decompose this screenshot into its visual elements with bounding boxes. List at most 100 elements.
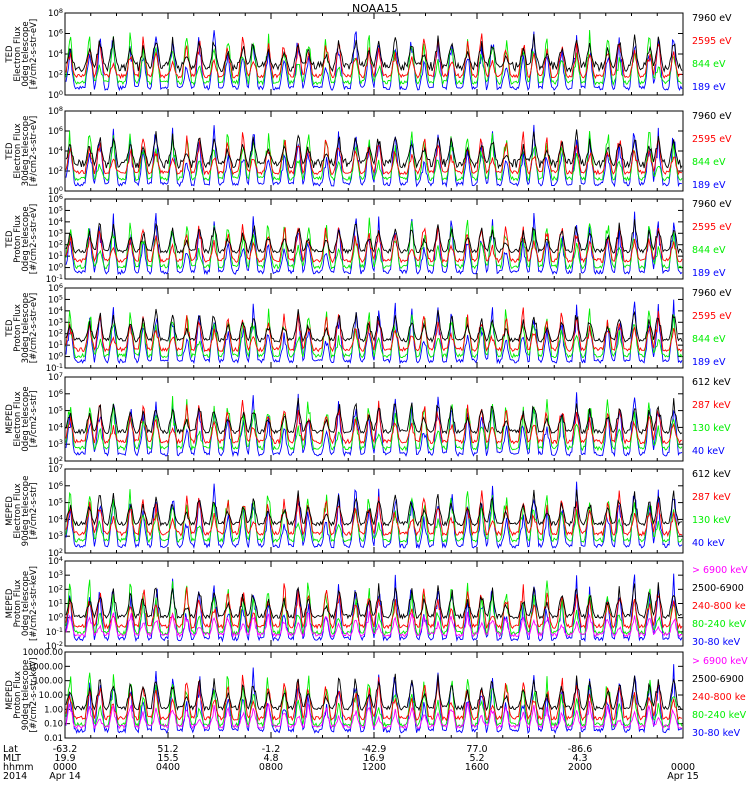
x-hhmm-label: 2000 — [568, 762, 592, 773]
series-line-2500-6900 — [65, 673, 683, 712]
series-line-80-240-kev — [65, 672, 683, 729]
y-tick-label: 102 — [48, 583, 63, 595]
y-tick-label: 10-2 — [46, 640, 63, 652]
y-tick-label: 104 — [48, 513, 63, 525]
y-axis-label: TED — [5, 142, 15, 161]
legend-entry: 189 eV — [692, 82, 726, 93]
y-tick-label: 1000.00 — [28, 662, 63, 672]
y-tick-label: 102 — [48, 328, 63, 340]
series-line--6900-kev — [65, 701, 683, 730]
y-axis-label: 90deg telescope — [21, 476, 31, 547]
legend-entry: > 6900 keV — [692, 565, 748, 576]
y-tick-label: 10000.00 — [22, 648, 63, 658]
series-line-7960-ev — [65, 219, 683, 255]
y-tick-label: 104 — [48, 145, 63, 157]
series-line-7960-ev — [65, 129, 683, 170]
y-axis-label: Proton Flux — [13, 215, 23, 263]
y-tick-label: 102 — [48, 165, 63, 177]
x-hhmm-label: 0000 — [53, 762, 77, 773]
legend-entry: 287 keV — [692, 400, 731, 411]
y-axis-label: MEPED — [5, 404, 15, 434]
y-tick-label: 10-1 — [46, 273, 63, 285]
legend-entry: 40 keV — [692, 446, 725, 457]
legend-entry: 30-80 keV — [692, 637, 741, 648]
y-axis-label: [#/cm2-s-str] — [29, 483, 39, 540]
y-tick-label: 104 — [48, 216, 63, 228]
y-tick-label: 10.00 — [39, 691, 63, 701]
x-date-label: Apr 15 — [667, 771, 699, 782]
y-axis-label: TED — [5, 319, 15, 338]
series-line-240-800-ke — [65, 674, 683, 722]
y-axis-label: TED — [5, 230, 15, 249]
legend-entry: 2500-6900 — [692, 674, 744, 685]
y-axis-label: [#/cm2-s-str] — [29, 391, 39, 448]
y-axis-label: MEPED — [5, 680, 15, 710]
y-axis-label: [#/cm2-s-str-eV] — [29, 116, 39, 186]
legend-entry: 612 keV — [692, 377, 731, 388]
x-mlt-label: 5.2 — [469, 753, 484, 764]
series-line-612-kev — [65, 489, 683, 527]
x-lat-label: 77.0 — [466, 744, 487, 755]
x-mlt-label: 4.8 — [263, 753, 278, 764]
legend-entry: 844 eV — [692, 245, 726, 256]
legend-entry: 844 eV — [692, 59, 726, 70]
legend-entry: 2595 eV — [692, 36, 732, 47]
y-axis-label: 90deg telescope — [21, 660, 31, 731]
y-axis-label: [#/cm2-s-str-keV] — [29, 566, 39, 641]
series-line-844-ev — [65, 217, 683, 270]
y-tick-label: 103 — [48, 227, 63, 239]
y-axis-label: Proton Flux — [13, 304, 23, 352]
y-tick-label: 10-1 — [46, 626, 63, 638]
y-tick-label: 106 — [48, 480, 63, 492]
y-tick-label: 105 — [48, 204, 63, 216]
y-tick-label: 102 — [48, 547, 63, 559]
series-line-2500-6900 — [65, 582, 683, 620]
x-lat-label: -42.9 — [362, 744, 387, 755]
x-hhmm-label: 0000 — [671, 762, 695, 773]
y-tick-label: 105 — [48, 293, 63, 305]
legend-entry: 844 eV — [692, 157, 726, 168]
y-tick-label: 100 — [48, 351, 63, 363]
y-tick-label: 106 — [48, 388, 63, 400]
y-tick-label: 106 — [48, 125, 63, 137]
y-tick-label: 106 — [48, 282, 63, 294]
y-axis-label: [#/cm2-s-str-eV] — [29, 19, 39, 89]
legend-entry: 844 eV — [692, 334, 726, 345]
y-tick-label: 10-1 — [46, 362, 63, 374]
legend-entry: 189 eV — [692, 268, 726, 279]
y-tick-label: 106 — [48, 193, 63, 205]
x-hhmm-label: 1600 — [465, 762, 489, 773]
legend-entry: 80-240 keV — [692, 619, 747, 630]
chart-title: NOAA15 — [351, 2, 399, 15]
y-tick-label: 102 — [48, 455, 63, 467]
y-axis-label: 0deg telescope — [21, 386, 31, 451]
y-tick-label: 100.00 — [33, 677, 63, 687]
series-line-2595-ev — [65, 224, 683, 264]
series-line-240-800-ke — [65, 583, 683, 630]
y-tick-label: 104 — [48, 421, 63, 433]
x-hhmm-label: 1200 — [362, 762, 386, 773]
y-tick-label: 103 — [48, 569, 63, 581]
legend-entry: 7960 eV — [692, 13, 732, 24]
legend-entry: 2595 eV — [692, 134, 732, 145]
series-line-2595-ev — [65, 33, 683, 80]
series-line-7960-ev — [65, 308, 683, 344]
y-axis-label: Proton Flux — [13, 671, 23, 719]
y-axis-label: [#/cm2-s-str-eV] — [29, 204, 39, 274]
legend-entry: 30-80 keV — [692, 728, 741, 739]
series-line-844-ev — [65, 308, 683, 359]
series-line-30-80-kev — [65, 664, 683, 735]
y-axis-label: 30deg telescope — [21, 116, 31, 187]
legend-entry: 40 keV — [692, 538, 725, 549]
y-tick-label: 108 — [48, 7, 63, 19]
y-tick-label: 103 — [48, 316, 63, 328]
legend-entry: 130 keV — [692, 423, 731, 434]
y-axis-label: [#/cm2-s-str-keV] — [29, 658, 39, 733]
legend-entry: 7960 eV — [692, 111, 732, 122]
y-axis-label: 0deg telescope — [21, 571, 31, 636]
legend-entry: 2500-6900 — [692, 583, 744, 594]
series-line-612-kev — [65, 397, 683, 435]
legend-entry: 189 eV — [692, 357, 726, 368]
y-tick-label: 103 — [48, 438, 63, 450]
